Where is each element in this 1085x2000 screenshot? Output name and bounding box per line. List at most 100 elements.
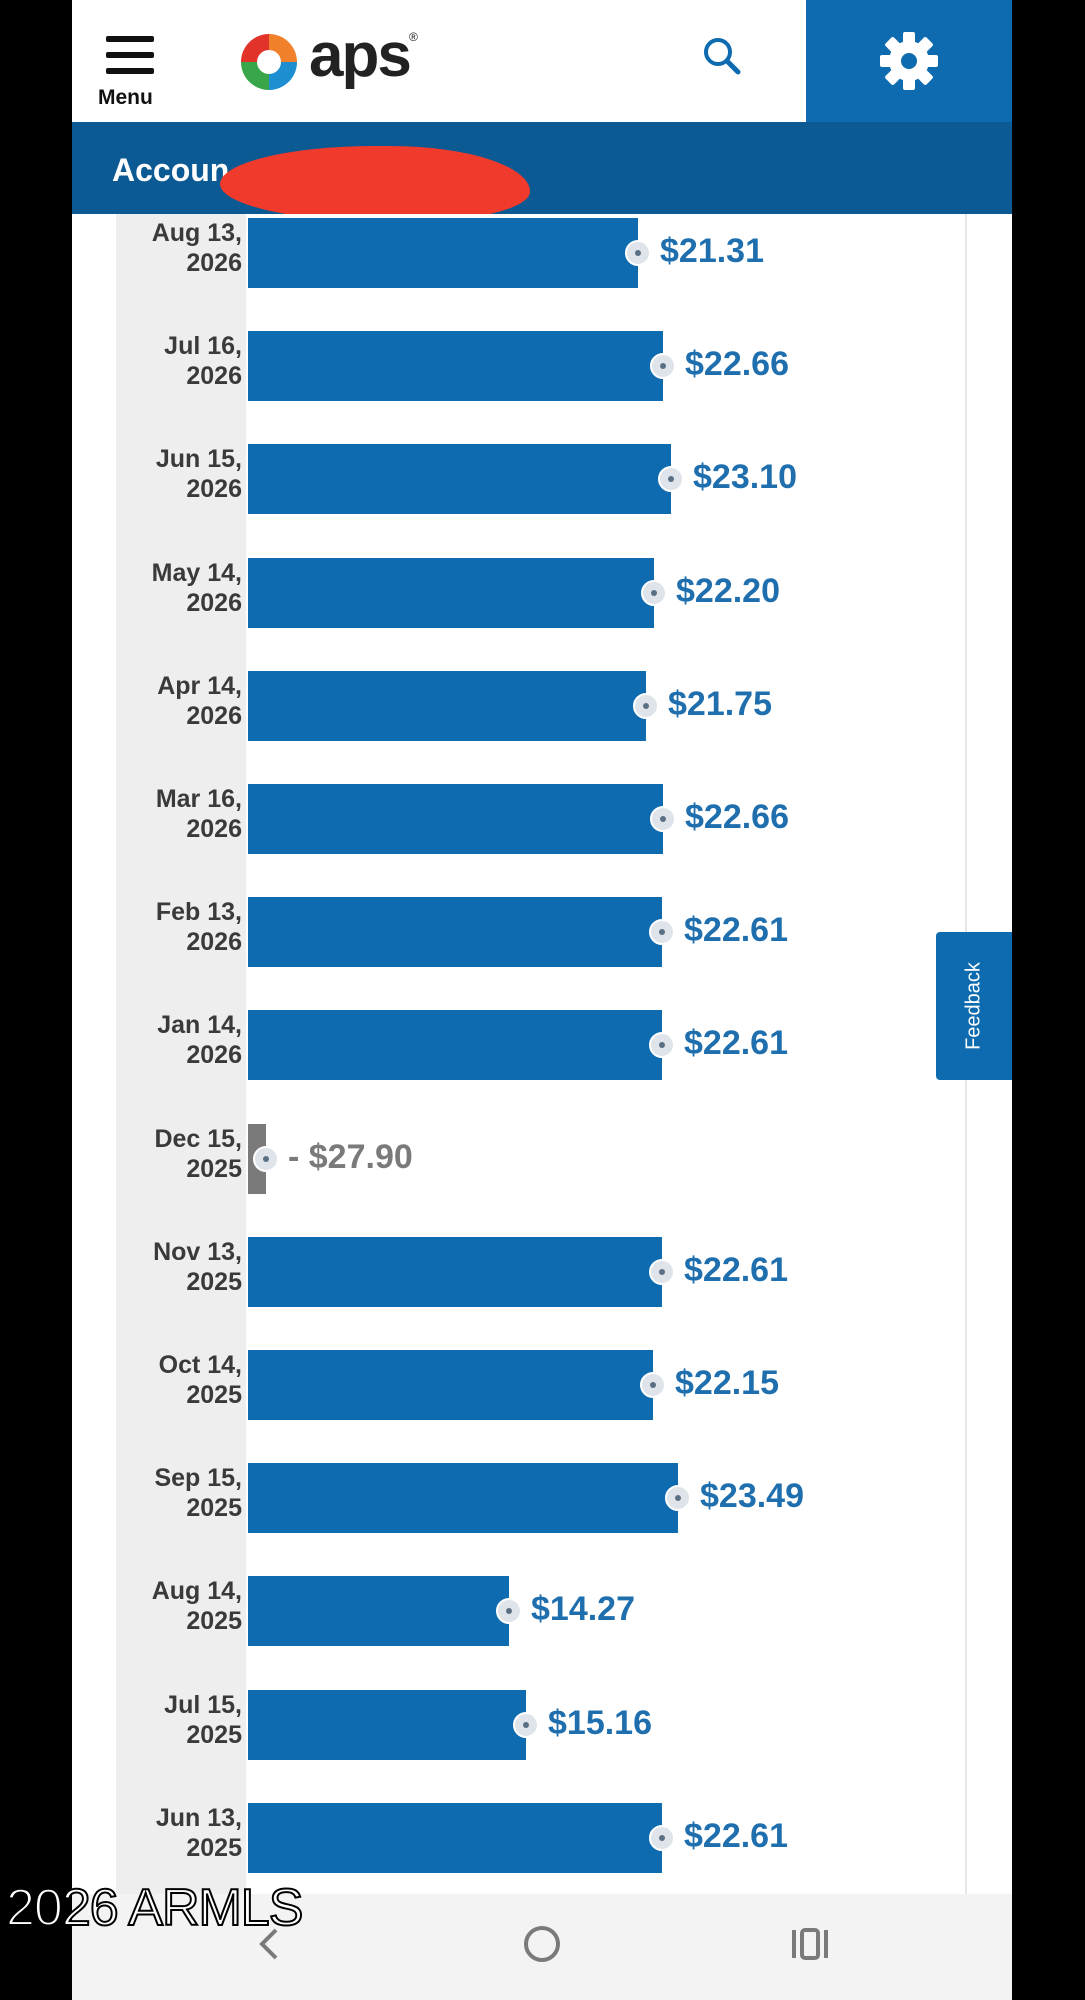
bill-amount: $14.27 <box>531 1590 635 1629</box>
bill-bar[interactable] <box>248 1463 678 1534</box>
menu-label: Menu <box>98 86 153 109</box>
bill-date-year: 2026 <box>186 475 242 504</box>
bill-bar[interactable] <box>248 784 663 854</box>
bar-endpoint-marker <box>650 806 676 832</box>
bill-amount: $22.61 <box>684 911 788 950</box>
bill-bar[interactable] <box>248 897 662 968</box>
bill-amount: $22.20 <box>676 571 780 610</box>
bill-date: Jun 15, 2026 <box>116 444 242 504</box>
bill-amount: $22.66 <box>685 345 789 384</box>
bar-endpoint-marker <box>253 1145 279 1172</box>
bill-row[interactable]: Jul 16, 2026 $22.66 <box>72 331 1012 407</box>
bill-date: Jan 14, 2026 <box>116 1010 242 1070</box>
settings-button[interactable] <box>806 0 1012 122</box>
account-label: Accoun <box>112 152 230 188</box>
bar-endpoint-marker <box>649 919 675 946</box>
bill-date-day: Jan 14, <box>157 1011 242 1040</box>
home-icon[interactable] <box>522 1924 562 1964</box>
bill-amount: $15.16 <box>548 1703 652 1742</box>
bill-bar[interactable] <box>248 1236 662 1307</box>
bill-amount: $22.61 <box>684 1816 788 1855</box>
bill-date: Jun 13, 2025 <box>116 1803 242 1863</box>
bill-amount: - $27.90 <box>288 1137 413 1176</box>
logo-registered-mark: ® <box>409 30 418 44</box>
recent-apps-icon[interactable] <box>790 1926 830 1962</box>
bill-bar[interactable] <box>248 444 671 515</box>
bill-date-day: Sep 15, <box>154 1464 242 1493</box>
back-icon[interactable] <box>250 1924 290 1964</box>
bill-bar[interactable] <box>248 557 654 628</box>
bill-row[interactable]: Jun 15, 2026 $23.10 <box>72 444 1012 520</box>
bar-endpoint-marker <box>650 353 676 380</box>
bill-row[interactable]: Aug 14, 2025 $14.27 <box>72 1576 1012 1652</box>
bar-endpoint-marker <box>665 1485 691 1512</box>
bill-amount: $22.61 <box>684 1024 788 1063</box>
aps-logo[interactable]: aps ® <box>237 21 427 96</box>
bill-date-year: 2025 <box>186 1833 242 1862</box>
bill-row[interactable]: Oct 14, 2025 $22.15 <box>72 1350 1012 1426</box>
bill-row[interactable]: Sep 15, 2025 $23.49 <box>72 1463 1012 1539</box>
feedback-label: Feedback <box>962 962 985 1050</box>
bill-date-day: May 14, <box>151 558 242 587</box>
aps-logo-mark-icon <box>241 34 297 90</box>
bill-row[interactable]: May 14, 2026 $22.20 <box>72 557 1012 634</box>
date-column <box>116 214 246 1894</box>
bill-amount: $23.10 <box>693 458 797 497</box>
bill-date-year: 2026 <box>186 928 242 957</box>
bill-row[interactable]: Mar 16, 2026 $22.66 <box>72 784 1012 860</box>
search-button[interactable] <box>700 34 748 82</box>
bill-date: Aug 13, 2026 <box>116 218 242 278</box>
bill-row[interactable]: Dec 15, 2025 - $27.90 <box>72 1123 1012 1200</box>
account-bar[interactable]: Accoun <box>72 122 1012 214</box>
bar-endpoint-marker <box>625 240 651 266</box>
bill-bar[interactable] <box>248 331 663 402</box>
bill-date-day: Jul 16, <box>164 332 242 361</box>
bill-date-year: 2025 <box>186 1154 242 1183</box>
bill-date-year: 2026 <box>186 815 242 843</box>
bill-bar[interactable] <box>248 1689 526 1760</box>
bill-row[interactable]: Nov 13, 2025 $22.61 <box>72 1236 1012 1313</box>
bill-date: Dec 15, 2025 <box>116 1124 242 1184</box>
bill-date-day: Dec 15, <box>154 1124 242 1153</box>
menu-button[interactable]: Menu <box>98 34 184 114</box>
bill-date-year: 2025 <box>186 1494 242 1523</box>
bill-date: Oct 14, 2025 <box>116 1350 242 1410</box>
bill-bar[interactable] <box>248 1802 662 1873</box>
bill-row[interactable]: Jan 14, 2026 $22.61 <box>72 1010 1012 1086</box>
bill-row[interactable]: Aug 13, 2026 $21.31 <box>72 218 1012 294</box>
bill-date: Nov 13, 2025 <box>116 1237 242 1297</box>
bill-date-year: 2026 <box>186 1041 242 1070</box>
bill-bar[interactable] <box>248 1350 653 1420</box>
bar-endpoint-marker <box>640 1372 666 1398</box>
bill-bar[interactable] <box>248 670 646 741</box>
watermark: 2026 ARMLS <box>5 1878 304 1938</box>
bill-date: Jul 15, 2025 <box>116 1690 242 1750</box>
android-nav-bar <box>72 1894 1012 2000</box>
bill-bar[interactable] <box>248 1576 509 1647</box>
search-icon <box>704 38 741 75</box>
bill-date-day: Jun 15, <box>155 445 242 474</box>
bill-row[interactable]: Jul 15, 2025 $15.16 <box>72 1689 1012 1766</box>
redaction-mark <box>220 146 530 222</box>
bill-bar[interactable] <box>248 218 638 288</box>
bar-endpoint-marker <box>633 692 659 719</box>
billing-history-chart: Aug 13, 2026 $21.31 Jul 16, 2026 $22.66 Jun 15… <box>72 214 1012 1894</box>
bill-date-year: 2025 <box>186 1607 242 1636</box>
bill-date-year: 2025 <box>186 1720 242 1749</box>
bill-amount: $23.49 <box>700 1477 804 1516</box>
feedback-tab[interactable]: Feedback <box>936 932 1012 1080</box>
bill-row[interactable]: Apr 14, 2026 $21.75 <box>72 670 1012 747</box>
bill-date: Jul 16, 2026 <box>116 331 242 391</box>
bill-date: Sep 15, 2025 <box>116 1463 242 1523</box>
bar-endpoint-marker <box>649 1824 675 1851</box>
bill-date-day: Aug 14, <box>151 1577 242 1606</box>
bar-endpoint-marker <box>513 1711 539 1738</box>
bar-endpoint-marker <box>658 466 684 493</box>
bar-endpoint-marker <box>496 1598 522 1625</box>
top-app-bar: Menu aps ® <box>72 0 1012 122</box>
bill-date: Aug 14, 2025 <box>116 1576 242 1636</box>
bill-row[interactable]: Jun 13, 2025 $22.61 <box>72 1802 1012 1879</box>
bill-date-year: 2026 <box>186 701 242 730</box>
bill-row[interactable]: Feb 13, 2026 $22.61 <box>72 897 1012 973</box>
bill-bar[interactable] <box>248 1010 662 1081</box>
